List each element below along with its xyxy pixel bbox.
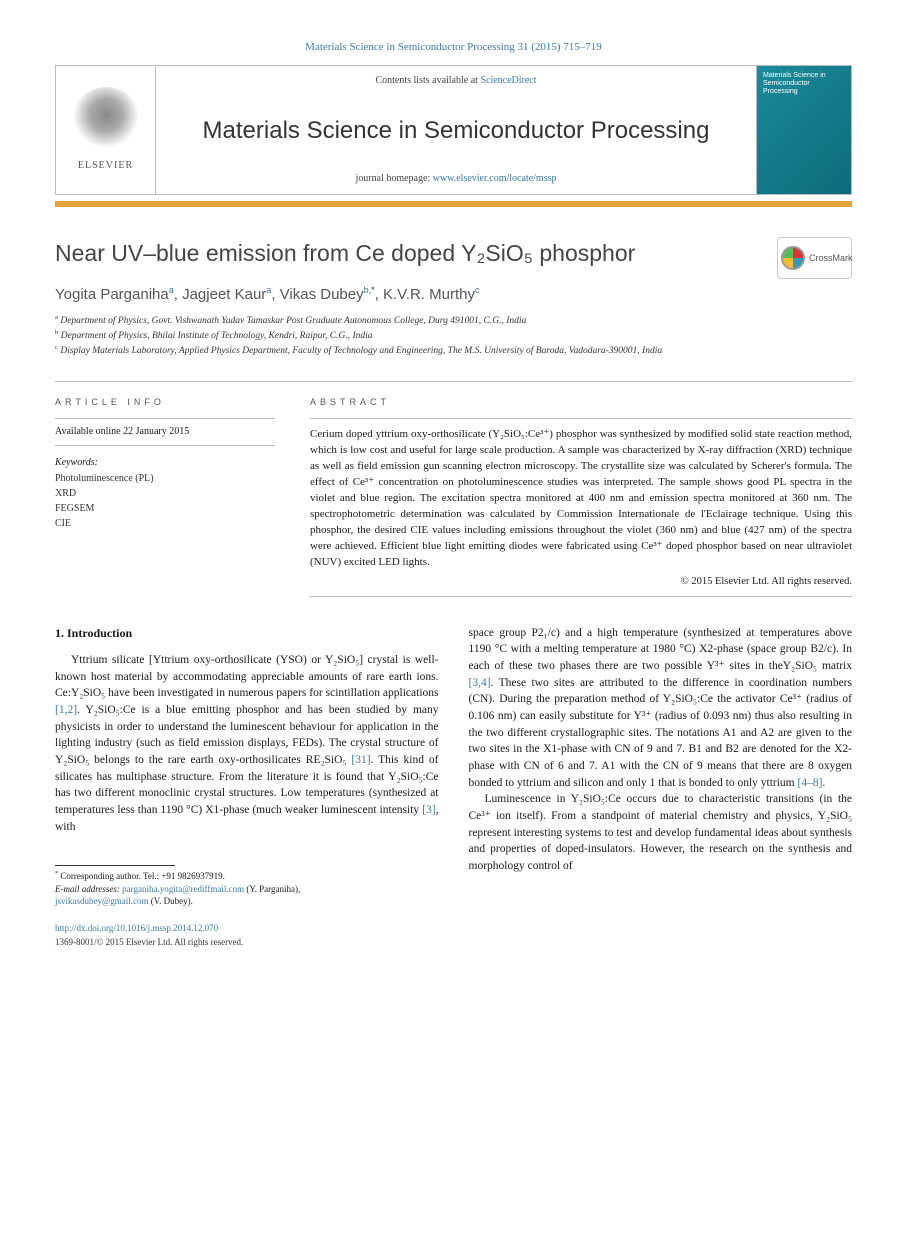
intro-heading: 1. Introduction: [55, 625, 439, 642]
footer: http://dx.doi.org/10.1016/j.mssp.2014.12…: [55, 922, 852, 949]
sciencedirect-link[interactable]: ScienceDirect: [480, 75, 536, 86]
abstract-heading: abstract: [310, 396, 852, 409]
abstract-column: abstract Cerium doped yttrium oxy-orthos…: [310, 396, 852, 597]
body-column-left: 1. Introduction Yttrium silicate [Yttriu…: [55, 625, 439, 909]
abstract-text: Cerium doped yttrium oxy-orthosilicate (…: [310, 427, 852, 570]
keyword-2: XRD: [55, 486, 275, 501]
keyword-1: Photoluminescence (PL): [55, 471, 275, 486]
abstract-rule-top: [310, 418, 852, 419]
intro-paragraph-2: Luminescence in Y₂SiO₅:Ce occurs due to …: [469, 791, 853, 874]
footnote-rule: [55, 865, 175, 866]
author-2[interactable]: Jagjeet Kaur: [182, 286, 266, 303]
corresponding-author: * Corresponding author. Tel.: +91 982693…: [55, 870, 439, 883]
body-column-right: space group P2₁/c) and a high temperatur…: [469, 625, 853, 909]
author-1-aff: a: [169, 285, 174, 295]
cover-title: Materials Science in Semiconductor Proce…: [763, 72, 845, 95]
article-info-column: article info Available online 22 January…: [55, 396, 275, 597]
author-4[interactable]: K.V.R. Murthy: [383, 286, 475, 303]
keywords-label: Keywords:: [55, 456, 275, 470]
divider: [55, 381, 852, 382]
journal-reference: Materials Science in Semiconductor Proce…: [55, 40, 852, 55]
keyword-3: FEGSEM: [55, 501, 275, 516]
elsevier-logo[interactable]: ELSEVIER: [56, 66, 156, 194]
contents-prefix: Contents lists available at: [375, 75, 480, 86]
journal-cover-thumbnail[interactable]: Materials Science in Semiconductor Proce…: [756, 66, 851, 194]
author-2-aff: a: [266, 285, 271, 295]
availability-block: Available online 22 January 2015: [55, 418, 275, 446]
homepage-line: journal homepage: www.elsevier.com/locat…: [171, 172, 741, 186]
citation-4-8[interactable]: [4–8]: [798, 777, 823, 789]
doi-link[interactable]: http://dx.doi.org/10.1016/j.mssp.2014.12…: [55, 923, 218, 933]
affiliation-b: b Department of Physics, Bhilai Institut…: [55, 328, 852, 343]
elsevier-tree-icon: [71, 87, 141, 157]
contents-line: Contents lists available at ScienceDirec…: [171, 74, 741, 88]
email-label: E-mail addresses:: [55, 884, 122, 894]
abstract-copyright: © 2015 Elsevier Ltd. All rights reserved…: [310, 575, 852, 590]
crossmark-icon: [781, 246, 805, 270]
affiliation-a: a Department of Physics, Govt. Vishwanat…: [55, 313, 852, 328]
body-text: 1. Introduction Yttrium silicate [Yttriu…: [55, 625, 852, 909]
intro-paragraph-1: Yttrium silicate [Yttrium oxy-orthosilic…: [55, 652, 439, 835]
article-title: Near UV–blue emission from Ce doped Y₂Si…: [55, 237, 852, 269]
email-1[interactable]: parganiha.yogita@rediffmail.com: [122, 884, 244, 894]
accent-bar: [55, 201, 852, 207]
citation-31[interactable]: [31]: [351, 754, 370, 766]
citation-3[interactable]: [3]: [422, 804, 435, 816]
authors-line: Yogita Parganihaa, Jagjeet Kaura, Vikas …: [55, 284, 852, 305]
author-3[interactable]: Vikas Dubey: [280, 286, 364, 303]
footnotes: * Corresponding author. Tel.: +91 982693…: [55, 870, 439, 908]
homepage-prefix: journal homepage:: [356, 173, 433, 184]
title-text: Near UV–blue emission from Ce doped Y₂Si…: [55, 240, 635, 266]
author-3-aff: b,: [364, 285, 372, 295]
email-2[interactable]: jsvikasdubey@gmail.com: [55, 896, 149, 906]
affiliation-c: c Display Materials Laboratory, Applied …: [55, 343, 852, 358]
intro-paragraph-1-cont: space group P2₁/c) and a high temperatur…: [469, 625, 853, 792]
citation-3-4[interactable]: [3,4]: [469, 677, 491, 689]
journal-header: ELSEVIER Contents lists available at Sci…: [55, 65, 852, 195]
email-line: E-mail addresses: parganiha.yogita@redif…: [55, 883, 439, 896]
keywords-list: Photoluminescence (PL) XRD FEGSEM CIE: [55, 471, 275, 531]
homepage-link[interactable]: www.elsevier.com/locate/mssp: [433, 173, 557, 184]
author-1[interactable]: Yogita Parganiha: [55, 286, 169, 303]
journal-name: Materials Science in Semiconductor Proce…: [171, 114, 741, 148]
keyword-4: CIE: [55, 516, 275, 531]
elsevier-label: ELSEVIER: [78, 159, 133, 173]
crossmark-badge[interactable]: CrossMark: [777, 237, 852, 279]
citation-1-2[interactable]: [1,2]: [55, 704, 77, 716]
affiliations: a Department of Physics, Govt. Vishwanat…: [55, 313, 852, 359]
author-4-aff: c: [475, 285, 480, 295]
header-center: Contents lists available at ScienceDirec…: [156, 66, 756, 194]
crossmark-label: CrossMark: [809, 252, 853, 265]
abstract-rule-bottom: [310, 596, 852, 597]
article-info-heading: article info: [55, 396, 275, 409]
issn-copyright: 1369-8001/© 2015 Elsevier Ltd. All right…: [55, 937, 243, 947]
author-3-corr: *: [371, 285, 375, 295]
